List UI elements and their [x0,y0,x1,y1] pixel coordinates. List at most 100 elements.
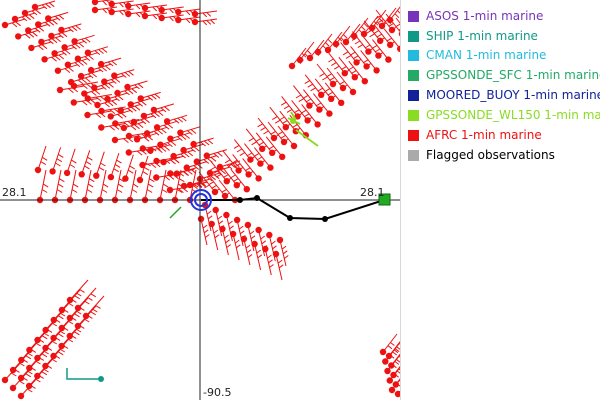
wind-barb-icon [166,185,195,194]
wind-barb-icon [139,144,167,152]
wind-barb-icon [84,94,112,102]
gpssonde-wl150-marker [287,111,319,147]
wind-barb-icon [108,0,134,8]
wind-barb-icon [219,225,231,256]
wind-barb-icon [74,287,97,312]
wind-barb-icon [379,333,398,356]
wind-barb-icon [163,114,188,125]
wind-barb-icon [388,353,400,369]
legend-item-cman[interactable]: CMAN 1-min marine [408,46,546,64]
wind-barb-icon [78,150,93,178]
wind-barb-icon [28,41,52,52]
legend-item-label: SHIP 1-min marine [426,29,538,43]
legend-item-label: AFRC 1-min marine [426,128,542,142]
legend-item-ship[interactable]: SHIP 1-min marine [408,27,538,45]
wind-barb-icon [385,341,400,360]
wind-barb-icon [63,148,77,177]
wind-barb-icon [141,169,155,204]
legend-item-moored-buoy[interactable]: MOORED_BUOY 1-min marine [408,86,600,104]
wind-barb-icon [124,80,148,91]
legend-swatch [408,69,419,81]
wind-barb-icon [191,18,218,26]
wind-barb-icon [169,206,182,219]
wind-barb-icon [136,155,151,184]
legend-item-gpssonde-sfc[interactable]: GPSSONDE_SFC 1-min marine [408,66,600,84]
target-ring-icon[interactable] [190,189,212,211]
legend-item-afrc[interactable]: AFRC 1-min marine [408,126,542,144]
wind-barb-icon [288,47,307,70]
wind-barb-icon [276,236,289,267]
legend-item-gpssonde-wl150[interactable]: GPSSONDE_WL150 1-min marine [408,106,600,124]
station-marker-icon[interactable] [378,193,391,206]
wind-barb-icon [183,161,207,171]
legend-item-label: GPSSONDE_WL150 1-min marine [426,108,600,122]
legend-item-flagged[interactable]: Flagged observations [408,146,555,164]
legend-swatch [408,149,419,161]
wind-barb-icon [255,226,268,257]
wind-barb-icon [156,169,169,204]
wind-barb-icon [111,69,135,79]
wind-barb-icon [191,10,218,18]
wind-barb-icon [51,46,75,57]
wind-barb-icon [230,168,250,193]
wind-barb-icon [313,93,333,117]
latitude-label-right: 28.1 [360,186,385,199]
wind-barb-icon [45,11,69,22]
wind-barb-icon [262,245,274,276]
wind-barb-icon [91,6,118,14]
track-line [201,196,385,221]
legend-item-label: GPSSONDE_SFC 1-min marine [426,68,600,82]
wind-barb-icon [208,220,220,251]
wind-barb-icon [153,156,181,165]
wind-barb-icon [324,31,343,54]
track-point-icon [322,216,328,222]
wind-barb-icon [394,390,400,398]
crosshair [0,0,400,400]
wind-barb-icon [175,8,201,16]
wind-barb-icon [84,110,112,119]
wind-barb-icon [390,365,400,379]
wind-barb-icon [153,173,181,181]
wind-barb-icon [93,151,106,179]
wind-barb-icon [122,154,135,182]
legend-item-label: CMAN 1-min marine [426,48,547,62]
wind-barb-icon [84,46,109,56]
wind-barb-icon [70,98,98,106]
wind-barb-icon [251,240,263,271]
wind-barb-icon [272,250,284,281]
wind-barb-icon [125,10,151,18]
wind-barb-icon [336,71,357,96]
wind-barb-icon [1,18,26,29]
legend-swatch [408,10,419,22]
wind-barb-icon [190,137,214,148]
track-point-icon [237,197,243,203]
legend-item-label: MOORED_BUOY 1-min marine [426,88,600,102]
track-point-icon [254,195,260,201]
legend-swatch [408,109,419,121]
wind-barb-icon [277,125,298,150]
track-point-icon [287,215,293,221]
wind-barb-icon [141,12,168,20]
wind-barb-icon [107,152,122,181]
wind-barb-icon [240,235,253,266]
legend-item-asos[interactable]: ASOS 1-min marine [408,7,543,25]
observation-map[interactable]: 28.1 28.1 -90.5 [0,0,400,400]
wind-barb-icon [96,169,109,204]
legend-swatch [408,129,419,141]
wind-barb-icon [212,206,225,237]
legend-swatch [408,49,419,61]
wind-barb-icon [233,216,246,247]
wind-barb-icon [141,4,168,12]
wind-barb-icon [51,169,65,204]
wind-barb-icon [107,109,131,120]
afrc-observations-layer [1,0,400,400]
legend: ASOS 1-min marine SHIP 1-min marine CMAN… [400,0,600,400]
wind-barb-icon [242,158,262,182]
wind-barb-icon [360,15,379,38]
wind-barb-icon [203,149,227,159]
wind-barb-icon [58,23,82,34]
wind-barb-icon [371,39,392,63]
wind-barb-icon [137,91,161,102]
wind-barb-icon [342,23,361,46]
wind-barb-icon [108,8,134,16]
